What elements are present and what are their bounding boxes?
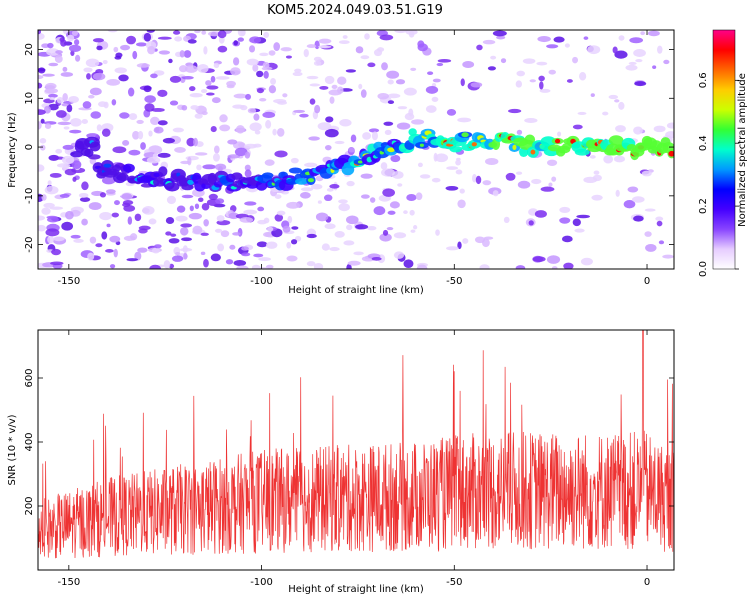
x-tick-label: -150 xyxy=(57,276,80,287)
y-tick-label: 600 xyxy=(24,368,35,387)
colorbar: 0.0 0.2 0.4 0.6 Normalized spectral amplitu… xyxy=(698,29,748,277)
colorbar-tick-label: 0.6 xyxy=(698,72,709,88)
x-tick-label: -50 xyxy=(446,276,462,287)
x-tick-label: -100 xyxy=(250,577,273,588)
snr-x-ticks: -150 -100 -50 0 xyxy=(57,330,650,588)
x-tick-label: 0 xyxy=(644,276,650,287)
snr-plot-area xyxy=(38,330,674,559)
spectrogram-x-ticks: -150 -100 -50 0 xyxy=(57,30,650,287)
snr-series-line xyxy=(38,330,674,559)
colorbar-ticks: 0.0 0.2 0.4 0.6 xyxy=(698,72,739,277)
snr-x-label: Height of straight line (km) xyxy=(288,584,424,595)
snr-panel: -150 -100 -50 0 200 400 600 Height of straigh… xyxy=(7,329,675,595)
x-tick-label: 0 xyxy=(644,577,650,588)
y-tick-label: 400 xyxy=(24,432,35,451)
y-tick-label: 200 xyxy=(24,496,35,515)
colorbar-label: Normalized spectral amplitude xyxy=(737,73,748,227)
x-tick-label: -50 xyxy=(446,577,462,588)
y-tick-label: 10 xyxy=(24,92,35,105)
spectrogram-x-label: Height of straight line (km) xyxy=(288,285,424,296)
spectrogram-y-label: Frequency (Hz) xyxy=(7,112,18,188)
snr-y-ticks: 200 400 600 xyxy=(24,368,674,516)
y-tick-label: 20 xyxy=(24,43,35,56)
snr-y-label: SNR (10 * v/v) xyxy=(7,414,18,485)
snr-frame xyxy=(37,329,675,571)
colorbar-tick-label: 0.2 xyxy=(698,198,709,214)
spectrogram-frame xyxy=(37,29,675,270)
y-tick-label: -20 xyxy=(24,236,35,252)
y-tick-label: -10 xyxy=(24,188,35,204)
spectrogram-blobs xyxy=(38,30,674,269)
spectrogram-y-ticks: -20 -10 0 10 20 xyxy=(24,43,674,253)
spectrogram-image xyxy=(38,30,674,269)
colorbar-tick-label: 0.4 xyxy=(698,135,709,151)
colorbar-tick-label: 0.0 xyxy=(698,261,709,277)
y-tick-label: 0 xyxy=(24,144,35,150)
chart-title: KOM5.2024.049.03.51.G19 xyxy=(267,3,443,18)
colorbar-frame xyxy=(712,29,736,270)
x-tick-label: -100 xyxy=(250,276,273,287)
x-tick-label: -150 xyxy=(57,577,80,588)
colorbar-gradient xyxy=(713,30,735,269)
